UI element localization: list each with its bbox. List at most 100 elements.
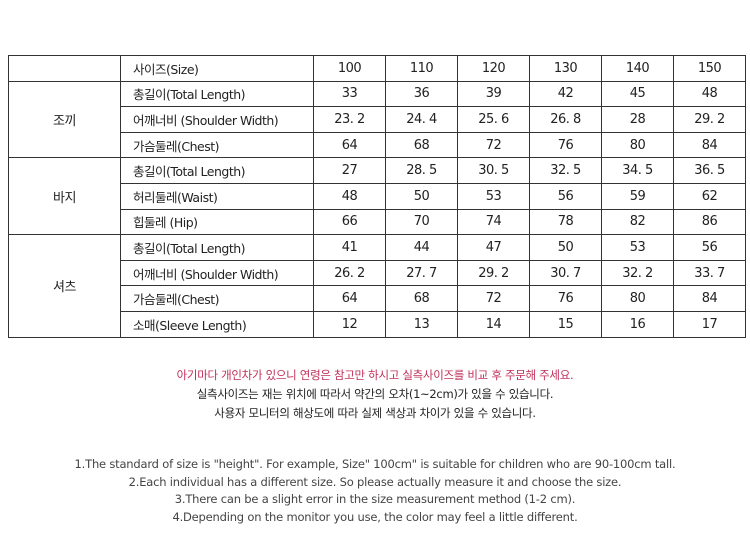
measurement-value: 36 xyxy=(385,80,458,108)
measurement-value: 84 xyxy=(673,285,746,312)
size-header: 120 xyxy=(457,55,530,82)
measurement-value: 62 xyxy=(673,182,746,210)
measurement-value: 39 xyxy=(457,80,530,108)
measurement-value: 33 xyxy=(313,80,386,108)
measurement-value: 25. 6 xyxy=(457,106,530,133)
measurement-value: 12 xyxy=(313,310,386,338)
measurement-value: 68 xyxy=(385,285,458,312)
measurement-value: 34. 5 xyxy=(601,157,674,184)
measurement-value: 59 xyxy=(601,182,674,210)
table-row: 조끼 총길이(Total Length) 33 36 39 42 45 48 xyxy=(8,80,746,159)
measurement-value: 68 xyxy=(385,131,458,159)
measurement-label: 총길이(Total Length) xyxy=(120,234,314,261)
measurement-value: 47 xyxy=(457,234,530,261)
measurement-value: 26. 2 xyxy=(313,259,386,287)
measurement-value: 84 xyxy=(673,131,746,159)
measurement-label: 힙둘레 (Hip) xyxy=(120,208,314,236)
measurement-value: 64 xyxy=(313,131,386,159)
table-row: 셔츠 총길이(Total Length) 41 44 47 50 53 56 xyxy=(8,234,746,338)
table-row: 허리둘레(Waist) 48 50 53 56 59 62 xyxy=(9,182,746,210)
note-kr: 아기마다 개인차가 있으니 연령은 참고만 하시고 실측사이즈를 비교 후 주문… xyxy=(176,368,574,382)
table-row: 힙둘레 (Hip) 66 70 74 78 82 86 xyxy=(9,208,746,236)
size-header: 100 xyxy=(313,55,386,82)
measurement-value: 33. 7 xyxy=(673,259,746,287)
table-row: 바지 총길이(Total Length) 27 28. 5 30. 5 32. 5 34. … xyxy=(8,157,746,236)
measurement-label: 총길이(Total Length) xyxy=(120,80,314,108)
measurement-value: 41 xyxy=(313,234,386,261)
measurement-value: 76 xyxy=(529,131,602,159)
category-cell: 조끼 xyxy=(8,80,121,159)
measurement-value: 45 xyxy=(601,80,674,108)
measurement-value: 23. 2 xyxy=(313,106,386,133)
measurement-value: 36. 5 xyxy=(673,157,746,184)
note-en: 3.There can be a slight error in the siz… xyxy=(174,492,576,506)
measurement-value: 30. 5 xyxy=(457,157,530,184)
measurement-label: 어깨너비 (Shoulder Width) xyxy=(120,259,314,287)
measurement-label: 어깨너비 (Shoulder Width) xyxy=(120,106,314,133)
measurement-value: 82 xyxy=(601,208,674,236)
measurement-value: 27 xyxy=(313,157,386,184)
measurement-value: 30. 7 xyxy=(529,259,602,287)
measurement-value: 26. 8 xyxy=(529,106,602,133)
measurement-value: 27. 7 xyxy=(385,259,458,287)
measurement-value: 78 xyxy=(529,208,602,236)
measurement-value: 32. 5 xyxy=(529,157,602,184)
measurement-value: 72 xyxy=(457,285,530,312)
measurement-value: 66 xyxy=(313,208,386,236)
table-row: 가슴둘레(Chest) 64 68 72 76 80 84 xyxy=(9,285,746,312)
measurement-value: 29. 2 xyxy=(673,106,746,133)
size-chart-table: 사이즈(Size) 100 110 120 130 140 150 조끼 총길이(Total L… xyxy=(8,55,746,338)
measurement-value: 76 xyxy=(529,285,602,312)
measurement-value: 53 xyxy=(601,234,674,261)
measurement-label: 허리둘레(Waist) xyxy=(120,182,314,210)
measurement-label: 가슴둘레(Chest) xyxy=(120,285,314,312)
measurement-label: 가슴둘레(Chest) xyxy=(120,131,314,159)
measurement-value: 80 xyxy=(601,131,674,159)
header-label: 사이즈(Size) xyxy=(120,55,314,82)
size-header: 130 xyxy=(529,55,602,82)
measurement-value: 14 xyxy=(457,310,530,338)
note-kr: 사용자 모니터의 해상도에 따라 실제 색상과 차이가 있을 수 있습니다. xyxy=(214,406,536,420)
measurement-value: 15 xyxy=(529,310,602,338)
size-header: 150 xyxy=(673,55,746,82)
empty-cell xyxy=(8,55,121,82)
korean-notes: 아기마다 개인차가 있으니 연령은 참고만 하시고 실측사이즈를 비교 후 주문… xyxy=(0,366,750,423)
measurement-value: 24. 4 xyxy=(385,106,458,133)
measurement-value: 74 xyxy=(457,208,530,236)
measurement-value: 72 xyxy=(457,131,530,159)
measurement-value: 64 xyxy=(313,285,386,312)
measurement-label: 총길이(Total Length) xyxy=(120,157,314,184)
measurement-value: 29. 2 xyxy=(457,259,530,287)
measurement-label: 소매(Sleeve Length) xyxy=(120,310,314,338)
category-cell: 바지 xyxy=(8,157,121,236)
measurement-value: 42 xyxy=(529,80,602,108)
english-notes: 1.The standard of size is "height". For … xyxy=(0,456,750,526)
table-row: 가슴둘레(Chest) 64 68 72 76 80 84 xyxy=(9,131,746,159)
measurement-value: 44 xyxy=(385,234,458,261)
measurement-value: 80 xyxy=(601,285,674,312)
note-en: 2.Each individual has a different size. … xyxy=(128,474,622,489)
size-header: 140 xyxy=(601,55,674,82)
measurement-value: 13 xyxy=(385,310,458,338)
measurement-value: 17 xyxy=(673,310,746,338)
table-row: 어깨너비 (Shoulder Width) 23. 2 24. 4 25. 6 26. … xyxy=(9,106,746,133)
measurement-value: 50 xyxy=(529,234,602,261)
measurement-value: 86 xyxy=(673,208,746,236)
table-row: 소매(Sleeve Length) 12 13 14 15 16 17 xyxy=(9,310,746,338)
measurement-value: 53 xyxy=(457,182,530,210)
size-header: 110 xyxy=(385,55,458,82)
measurement-value: 16 xyxy=(601,310,674,338)
category-cell: 셔츠 xyxy=(8,234,121,338)
measurement-value: 56 xyxy=(673,234,746,261)
measurement-value: 32. 2 xyxy=(601,259,674,287)
measurement-value: 48 xyxy=(313,182,386,210)
header-row: 사이즈(Size) 100 110 120 130 140 150 xyxy=(8,55,746,82)
note-en: 4.Depending on the monitor you use, the … xyxy=(172,509,578,524)
note-kr: 실측사이즈는 재는 위치에 따라서 약간의 오차(1~2cm)가 있을 수 있습… xyxy=(196,387,554,401)
measurement-value: 70 xyxy=(385,208,458,236)
measurement-value: 28 xyxy=(601,106,674,133)
note-en: 1.The standard of size is "height". For … xyxy=(74,457,676,471)
measurement-value: 28. 5 xyxy=(385,157,458,184)
measurement-value: 48 xyxy=(673,80,746,108)
measurement-value: 56 xyxy=(529,182,602,210)
